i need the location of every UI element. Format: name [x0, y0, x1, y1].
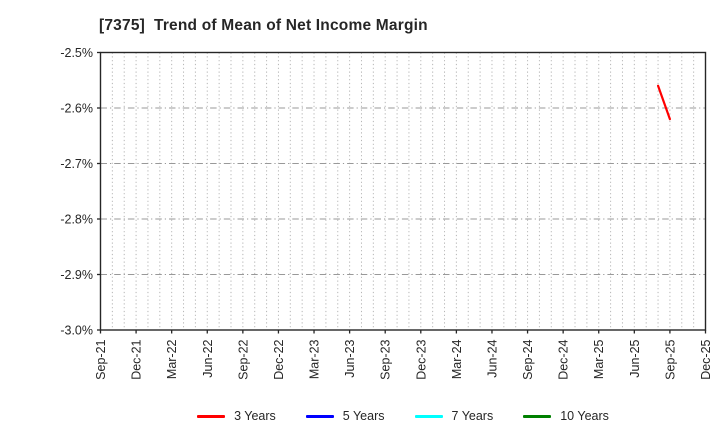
y-tick-label: -2.9% — [60, 268, 93, 282]
legend-item-5-years: 5 Years — [305, 409, 385, 423]
legend-line-7-years-icon — [414, 414, 443, 418]
chart-legend: 3 Years 5 Years 7 Years 10 Years — [100, 402, 706, 430]
legend-item-7-years: 7 Years — [414, 409, 494, 423]
legend-label-7-years: 7 Years — [451, 409, 494, 423]
legend-label-3-years: 3 Years — [234, 409, 276, 423]
x-tick-label: Sep-24 — [521, 339, 535, 379]
x-tick-label: Mar-23 — [308, 339, 322, 379]
x-tick-label: Sep-21 — [94, 339, 108, 379]
y-tick-label: -2.7% — [60, 157, 93, 171]
legend-item-10-years: 10 Years — [523, 409, 609, 423]
y-tick-label: -2.8% — [60, 213, 93, 227]
plot-border — [99, 51, 707, 331]
x-tick-label: Dec-24 — [557, 339, 571, 379]
x-tick-label: Jun-24 — [485, 339, 499, 377]
legend-line-3-years-icon — [197, 414, 226, 418]
x-tick-label: Sep-25 — [663, 339, 677, 379]
legend-line-5-years-icon — [305, 414, 334, 418]
x-tick-label: Mar-25 — [592, 339, 606, 379]
x-tick-label: Mar-22 — [165, 339, 179, 379]
y-tick-label: -2.6% — [60, 102, 93, 116]
x-tick-label: Dec-23 — [414, 339, 428, 379]
y-tick-label: -3.0% — [60, 324, 93, 338]
x-tick-label: Sep-23 — [379, 339, 393, 379]
x-tick-label: Jun-22 — [201, 339, 215, 377]
y-tick-label: -2.5% — [60, 46, 93, 60]
x-tick-label: Dec-21 — [130, 339, 144, 379]
legend-line-10-years-icon — [523, 414, 552, 418]
legend-item-3-years: 3 Years — [197, 409, 276, 423]
series-line-3-years — [656, 84, 672, 121]
x-tick-label: Jun-23 — [343, 339, 357, 377]
x-tick-label: Jun-25 — [628, 339, 642, 377]
legend-label-5-years: 5 Years — [342, 409, 385, 423]
chart-title: [7375] Trend of Mean of Net Income Margi… — [99, 17, 428, 34]
x-tick-label: Dec-25 — [699, 339, 713, 379]
x-tick-label: Dec-22 — [272, 339, 286, 379]
x-tick-label: Mar-24 — [450, 339, 464, 379]
legend-label-10-years: 10 Years — [560, 409, 609, 423]
x-tick-label: Sep-22 — [236, 339, 250, 379]
